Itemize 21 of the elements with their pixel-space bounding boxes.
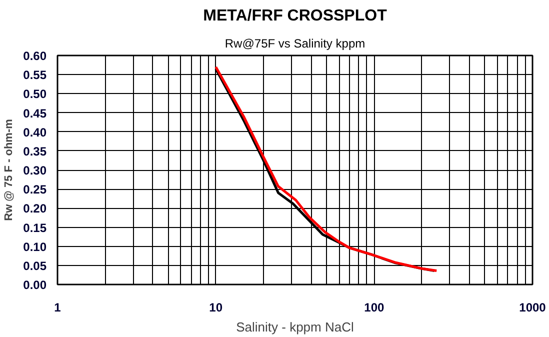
y-tick-label: 0.55 [23,68,47,82]
y-tick-label: 0.20 [23,202,47,216]
chart-subtitle: Rw@75F vs Salinity kppm [224,36,366,50]
x-tick-label: 10 [209,300,223,314]
x-axis-title: Salinity - kppm NaCl [236,320,354,334]
x-tick-label: 1 [54,300,62,314]
y-tick-label: 0.50 [23,87,47,102]
y-tick-label: 0.40 [23,125,47,140]
y-axis-title: Rw @ 75 F - ohm-m [3,118,16,221]
chart-title: META/FRF CROSSPLOT [203,8,388,24]
y-tick-label: 0.05 [23,258,47,273]
y-tick-label: 0.15 [23,220,47,235]
y-tick-label: 0.25 [23,182,47,197]
x-tick-label: 100 [364,300,385,314]
y-tick-label: 0.10 [23,240,47,254]
y-tick-label: 0.45 [23,106,47,120]
y-tick-label: 0.35 [23,144,47,158]
y-tick-label: 0.60 [23,49,47,63]
x-tick-label: 1000 [519,300,546,314]
y-tick-label: 0.00 [23,278,47,292]
y-tick-label: 0.30 [23,164,47,178]
